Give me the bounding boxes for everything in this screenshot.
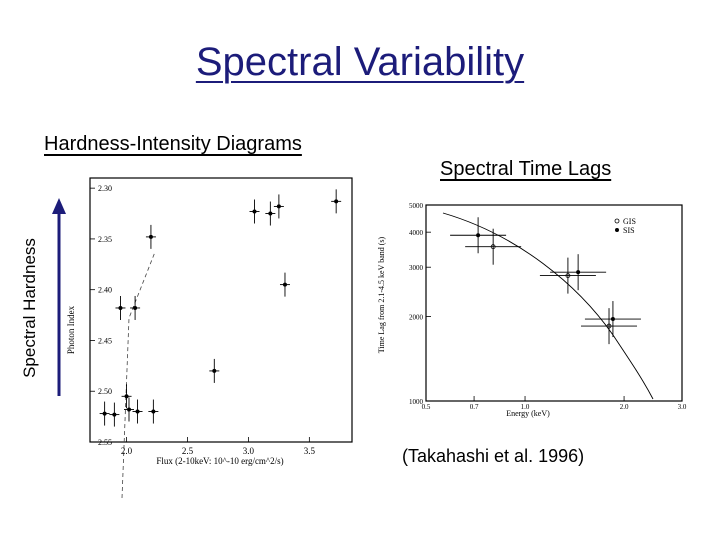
left-heading: Hardness-Intensity Diagrams — [44, 133, 302, 155]
lag-point-sis — [550, 254, 607, 291]
hid-data-point — [115, 295, 126, 320]
hid-ytick-label: 2.40 — [98, 286, 112, 295]
hid-data-point — [132, 399, 143, 424]
hid-data-point — [249, 199, 260, 224]
hardness-arrow — [52, 198, 66, 396]
hid-data-point — [130, 295, 141, 320]
hid-data-point — [331, 189, 342, 214]
lag-point-gis — [539, 257, 596, 294]
right-heading: Spectral Time Lags — [440, 158, 612, 180]
hid-ytick-label: 2.50 — [98, 387, 112, 396]
lag-frame — [425, 204, 683, 402]
hid-data-point — [123, 397, 134, 422]
lag-xtick-label: 2.0 — [620, 403, 629, 411]
lag-point-gis — [581, 308, 638, 345]
hid-xtick-label: 3.0 — [243, 446, 255, 456]
hid-data-point — [99, 401, 110, 426]
lag-legend-gis: GIS — [623, 217, 636, 226]
lag-legend-sis: SIS — [623, 226, 635, 235]
hardness-intensity-chart: 2.30 2.35 2.40 2.45 2.50 2.55 2.0 2.5 3.0 3.5 Ph… — [66, 177, 353, 499]
lag-xtick-label: 1.0 — [521, 403, 530, 411]
lag-ytick-label: 1000 — [409, 398, 424, 406]
hid-frame — [89, 177, 353, 443]
lag-point-sis — [450, 217, 507, 254]
slide-title: Spectral Variability — [195, 40, 525, 84]
citation: (Takahashi et al. 1996) — [402, 446, 585, 466]
lag-ylabel: Time Lag from 2.1-4.5 keV band (s) — [377, 236, 386, 353]
hid-ytick-label: 2.55 — [98, 438, 112, 447]
hid-data-point — [273, 194, 284, 219]
lag-legend: GIS SIS — [614, 217, 636, 235]
hid-ylabel: Photon Index — [66, 305, 76, 354]
lag-point-gis — [465, 228, 522, 265]
hid-trend-line — [121, 251, 156, 499]
lag-ytick-label: 4000 — [409, 229, 424, 237]
hid-data-point — [121, 384, 132, 409]
time-lag-chart: 5000 4000 3000 2000 1000 0.5 0.7 1.0 2.0 3.0 GIS… — [377, 202, 687, 418]
hardness-axis-label: Spectral Hardness — [20, 238, 39, 378]
hid-xtick-label: 2.0 — [121, 446, 133, 456]
hid-ytick-label: 2.35 — [98, 235, 112, 244]
lag-xtick-label: 3.0 — [678, 403, 687, 411]
lag-xtick-label: 0.7 — [470, 403, 479, 411]
lag-point-sis — [584, 301, 641, 338]
hid-data-point — [148, 399, 159, 424]
lag-model-curve — [442, 212, 654, 400]
hid-xtick-label: 2.5 — [182, 446, 194, 456]
hid-data-point — [279, 272, 290, 297]
lag-xtick-label: 0.5 — [422, 403, 431, 411]
hid-data-point — [209, 358, 220, 383]
lag-ytick-label: 5000 — [409, 202, 424, 210]
hid-data-point — [265, 201, 276, 226]
hid-ytick-label: 2.45 — [98, 336, 112, 345]
lag-xlabel: Energy (keV) — [506, 409, 550, 418]
lag-ytick-label: 2000 — [409, 314, 424, 322]
hid-xtick-label: 3.5 — [304, 446, 316, 456]
lag-ytick-label: 3000 — [409, 264, 424, 272]
hid-data-point — [109, 402, 120, 427]
hid-ytick-label: 2.30 — [98, 184, 112, 193]
hid-xlabel: Flux (2-10keV: 10^-10 erg/cm^2/s) — [156, 456, 283, 466]
hid-data-point — [145, 224, 156, 249]
